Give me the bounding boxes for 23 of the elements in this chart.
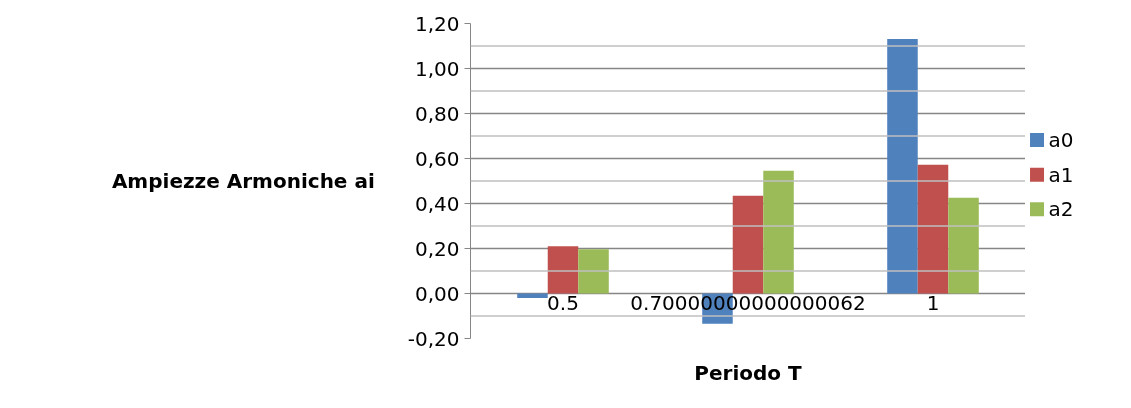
y-tick-label: 0,20 <box>414 236 460 261</box>
y-tick-label: 0,80 <box>414 101 460 126</box>
bar <box>763 170 794 294</box>
legend-label: a2 <box>1048 197 1074 222</box>
y-tick-label: 0,00 <box>414 281 460 306</box>
legend-label: a1 <box>1048 162 1074 187</box>
y-tick-label: 0,60 <box>414 146 460 171</box>
legend-label: a0 <box>1048 128 1074 153</box>
bar <box>517 293 548 298</box>
bar <box>917 164 949 294</box>
bar <box>732 195 764 294</box>
x-tick-label: 1 <box>926 290 940 315</box>
x-axis-title: Periodo T <box>694 360 803 385</box>
x-tick-label: 0.5 <box>547 290 579 315</box>
y-tick-label: 0,40 <box>414 191 460 216</box>
y-axis-title: Ampiezze Armoniche ai <box>111 169 375 193</box>
bar <box>578 249 609 294</box>
bar <box>887 39 918 294</box>
y-tick-label: 1,00 <box>414 56 460 81</box>
bar <box>547 246 579 294</box>
y-tick-label: 1,20 <box>414 11 460 36</box>
bar <box>948 197 979 294</box>
y-tick-label: -0,20 <box>407 326 460 351</box>
